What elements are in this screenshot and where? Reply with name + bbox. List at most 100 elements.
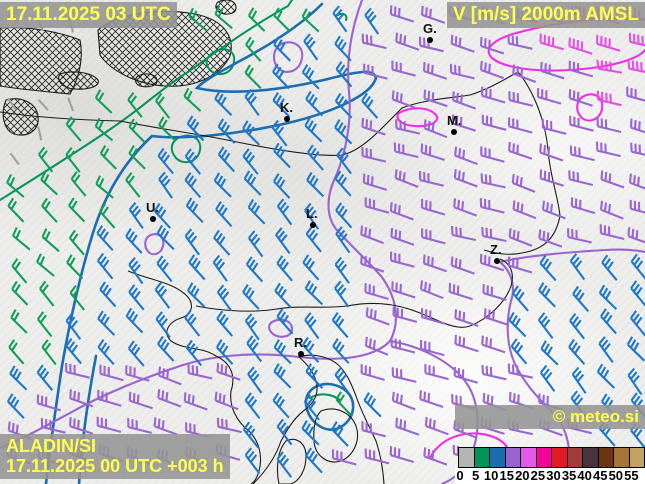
wind-barb — [335, 391, 352, 417]
wind-barb — [275, 227, 291, 255]
wind-barb — [184, 310, 201, 337]
legend-color-cell — [552, 448, 568, 467]
wind-barb — [155, 92, 171, 119]
wind-barb — [508, 391, 534, 410]
wind-barb — [391, 281, 416, 299]
wind-barb — [276, 451, 293, 478]
wind-barb — [334, 35, 352, 62]
city-label: G. — [423, 21, 437, 36]
legend-color-cell — [459, 448, 475, 467]
wind-barb — [65, 116, 82, 142]
wind-barb — [364, 283, 389, 301]
wind-barb — [482, 284, 507, 302]
wind-barb — [244, 89, 260, 117]
wind-barb — [395, 119, 421, 135]
wind-barb — [186, 115, 205, 142]
wind-barb — [541, 118, 567, 135]
wind-barb — [247, 7, 266, 32]
city-label: R. — [294, 335, 307, 350]
wind-barb — [539, 255, 557, 282]
wind-barb — [629, 199, 645, 214]
wind-barb — [389, 5, 415, 23]
wind-barb — [304, 312, 320, 340]
legend-color-cell — [536, 448, 552, 467]
wind-barb — [94, 117, 114, 142]
wind-barb — [97, 339, 115, 366]
wind-barb — [242, 421, 259, 449]
contour-10ms — [44, 2, 378, 484]
valid-time-label: 17.11.2025 03 UTC — [0, 2, 177, 28]
wind-barb — [541, 200, 566, 220]
wind-barb — [331, 312, 349, 339]
legend-color-cell — [583, 448, 599, 467]
wind-barb — [539, 143, 564, 162]
wind-barb — [304, 202, 320, 230]
city-label: U. — [146, 200, 159, 215]
wind-barb — [599, 200, 624, 220]
legend-color-cell — [598, 448, 614, 467]
legend-color-cell — [505, 448, 521, 467]
wind-barb — [183, 87, 202, 112]
wind-barb — [569, 312, 586, 340]
country-border — [252, 354, 385, 484]
wind-barb — [6, 174, 25, 198]
legend-color-cell — [490, 448, 506, 467]
calm-wind-mark — [7, 97, 17, 111]
wind-barb — [68, 229, 85, 256]
wind-barb — [332, 338, 350, 364]
legend-value: 15 — [499, 468, 514, 483]
wind-barb — [214, 5, 233, 30]
wind-barb — [395, 32, 420, 51]
wind-barb — [419, 390, 444, 408]
wind-barb — [216, 310, 233, 337]
wind-barb — [448, 282, 473, 301]
wind-barb — [450, 34, 475, 53]
wind-barb — [361, 421, 386, 438]
wind-barb — [39, 280, 55, 307]
wind-barb — [68, 197, 86, 223]
wind-barb — [157, 335, 175, 362]
wind-barb — [395, 417, 420, 436]
wind-barb — [271, 119, 288, 147]
wind-barb — [598, 336, 614, 364]
wind-barb — [36, 253, 55, 277]
wind-barb — [390, 251, 415, 268]
wind-barb — [11, 280, 29, 306]
wind-barb — [217, 146, 235, 173]
wind-barb — [128, 118, 146, 144]
wind-barb — [65, 337, 82, 365]
wind-barb — [454, 309, 479, 327]
wind-barb — [451, 114, 476, 132]
hatched-area — [58, 71, 99, 90]
wind-barb — [569, 115, 594, 132]
wind-barb — [248, 230, 264, 258]
wind-barb — [243, 170, 262, 196]
wind-barb — [245, 36, 262, 62]
wind-barb — [187, 364, 213, 380]
wind-barb — [38, 146, 54, 173]
wind-barb — [601, 254, 618, 281]
wind-barb — [37, 311, 53, 338]
legend-value: 5 — [471, 468, 480, 483]
wind-barb — [153, 202, 171, 229]
copyright-label: © meteo.si — [455, 405, 645, 429]
wind-barb — [512, 285, 529, 312]
wind-barb — [571, 366, 587, 394]
wind-barb — [242, 148, 259, 175]
wind-barb — [272, 92, 291, 118]
wind-barb — [507, 363, 533, 379]
wind-barb — [334, 92, 353, 119]
city-label: M. — [447, 113, 461, 128]
wind-barb — [418, 36, 444, 53]
wind-barb — [569, 253, 586, 281]
wind-barb — [336, 147, 352, 175]
city-label: L. — [306, 206, 318, 221]
wind-barb — [184, 228, 200, 256]
country-border — [276, 438, 307, 484]
wind-barb — [66, 254, 84, 280]
wind-barb — [507, 256, 533, 274]
calm-wind-mark — [37, 126, 43, 141]
wind-barb — [276, 198, 293, 226]
city-dot — [451, 129, 457, 135]
